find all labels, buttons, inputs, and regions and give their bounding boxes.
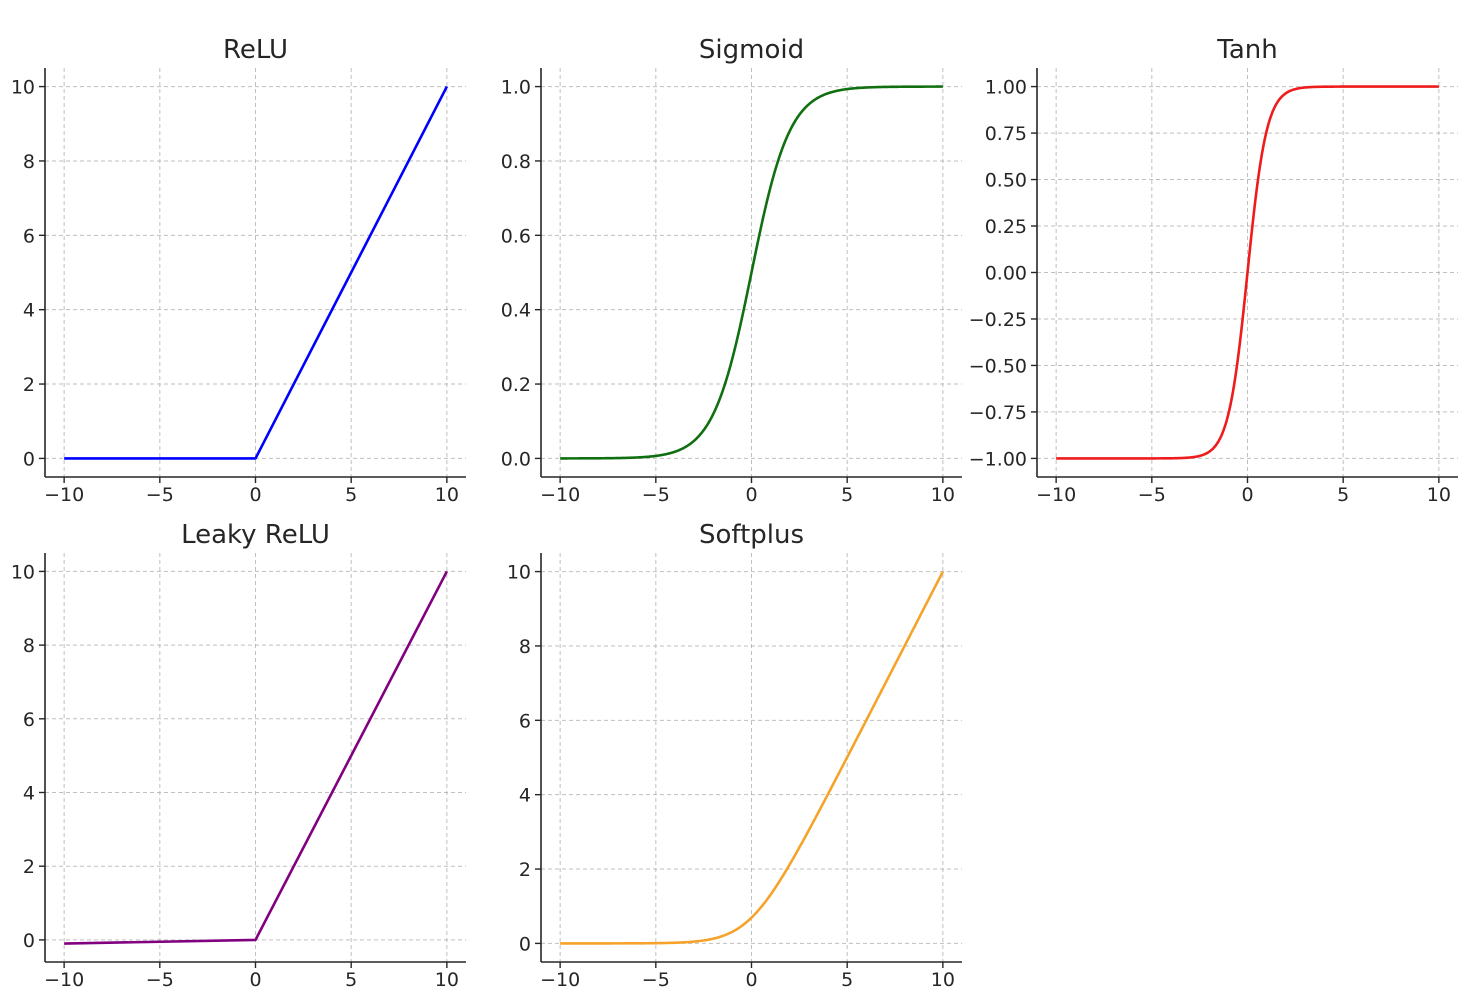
- tanh-x-tick-label: 10: [1427, 484, 1451, 506]
- tanh-y-tick-label: −1.00: [969, 448, 1027, 470]
- relu-y-tick-label: 2: [23, 374, 35, 396]
- leaky-relu-curve: [64, 570, 449, 945]
- softplus-y-tick-label: 6: [519, 710, 531, 732]
- softplus-y-tick-label: 2: [519, 859, 531, 881]
- relu-y-tick-label: 4: [23, 300, 35, 322]
- tanh-y-tick-label: 0.25: [985, 216, 1027, 238]
- sigmoid-y-tick-label: 0.2: [501, 374, 531, 396]
- sigmoid-y-tick-label: 0.0: [501, 448, 531, 470]
- softplus-x-tick-label: 0: [745, 969, 757, 991]
- leaky-relu-title: Leaky ReLU: [181, 520, 330, 550]
- tanh-x-tick-label: 5: [1337, 484, 1349, 506]
- tanh-y-tick-label: 0.50: [985, 170, 1027, 192]
- tanh-y-tick-label: −0.25: [969, 309, 1027, 331]
- sigmoid-y-tick-label: 0.6: [501, 225, 531, 247]
- softplus-x-tick-label: 5: [841, 969, 853, 991]
- relu-x-tick-label: 0: [249, 484, 261, 506]
- tanh-x-tick-label: −5: [1138, 484, 1166, 506]
- leaky-relu-y-tick-label: 8: [23, 635, 35, 657]
- leaky-relu-x-tick-label: −5: [146, 969, 174, 991]
- tanh-y-tick-label: 0.00: [985, 263, 1027, 285]
- sigmoid-curve: [559, 85, 944, 460]
- subplot-softplus: −10 −5 0 5 10 0 2 4 6 8 10 Softplus: [507, 520, 962, 991]
- sigmoid-x-tick-label: 10: [931, 484, 955, 506]
- relu-title: ReLU: [223, 35, 288, 65]
- sigmoid-y-tick-label: 1.0: [501, 77, 531, 99]
- relu-x-tick-label: 10: [435, 484, 459, 506]
- tanh-y-tick-label: 1.00: [985, 77, 1027, 99]
- leaky-relu-y-tick-label: 4: [23, 783, 35, 805]
- leaky-relu-y-tick-label: 6: [23, 709, 35, 731]
- subplot-tanh: −10 −5 0 5 10 −1.00 −0.75 −0.50 −0.25 0.00 0.25 0.5…: [969, 35, 1458, 506]
- relu-x-tick-label: 5: [345, 484, 357, 506]
- tanh-y-tick-label: 0.75: [985, 123, 1027, 145]
- relu-curve: [64, 85, 449, 460]
- sigmoid-title: Sigmoid: [699, 35, 804, 65]
- tanh-y-tick-label: −0.75: [969, 402, 1027, 424]
- relu-y-tick-label: 6: [23, 225, 35, 247]
- leaky-relu-x-tick-label: 5: [345, 969, 357, 991]
- subplot-sigmoid: −10 −5 0 5 10 0.0 0.2 0.4 0.6 0.8 1.0 Sigmoid: [501, 35, 962, 506]
- relu-x-tick-label: −10: [44, 484, 84, 506]
- tanh-curve: [1055, 85, 1440, 460]
- softplus-curve: [559, 570, 945, 945]
- relu-y-tick-label: 8: [23, 151, 35, 173]
- softplus-x-tick-label: −10: [540, 969, 580, 991]
- leaky-relu-y-tick-label: 10: [11, 561, 35, 583]
- relu-y-tick-label: 0: [23, 448, 35, 470]
- sigmoid-x-tick-label: −5: [642, 484, 670, 506]
- softplus-y-tick-label: 0: [519, 933, 531, 955]
- tanh-x-tick-label: 0: [1241, 484, 1253, 506]
- softplus-x-tick-label: −5: [642, 969, 670, 991]
- softplus-x-tick-label: 10: [931, 969, 955, 991]
- leaky-relu-x-tick-label: 0: [249, 969, 261, 991]
- relu-x-tick-label: −5: [146, 484, 174, 506]
- softplus-y-tick-label: 8: [519, 636, 531, 658]
- sigmoid-x-tick-label: 0: [745, 484, 757, 506]
- tanh-x-tick-label: −10: [1036, 484, 1076, 506]
- sigmoid-x-tick-label: −10: [540, 484, 580, 506]
- relu-y-tick-label: 10: [11, 77, 35, 99]
- sigmoid-y-tick-label: 0.8: [501, 151, 531, 173]
- tanh-y-tick-label: −0.50: [969, 355, 1027, 377]
- leaky-relu-x-tick-label: 10: [435, 969, 459, 991]
- tanh-title: Tanh: [1216, 35, 1277, 65]
- leaky-relu-x-tick-label: −10: [44, 969, 84, 991]
- softplus-y-tick-label: 10: [507, 562, 531, 584]
- subplot-relu: −10 −5 0 5 10 0 2 4 6 8 10 ReLU: [11, 35, 466, 506]
- softplus-y-tick-label: 4: [519, 785, 531, 807]
- leaky-relu-y-tick-label: 0: [23, 930, 35, 952]
- subplot-leaky-relu: −10 −5 0 5 10 0 2 4 6 8 10 Leaky ReLU: [11, 520, 466, 991]
- softplus-title: Softplus: [699, 520, 804, 550]
- sigmoid-y-tick-label: 0.4: [501, 300, 531, 322]
- leaky-relu-y-tick-label: 2: [23, 856, 35, 878]
- sigmoid-x-tick-label: 5: [841, 484, 853, 506]
